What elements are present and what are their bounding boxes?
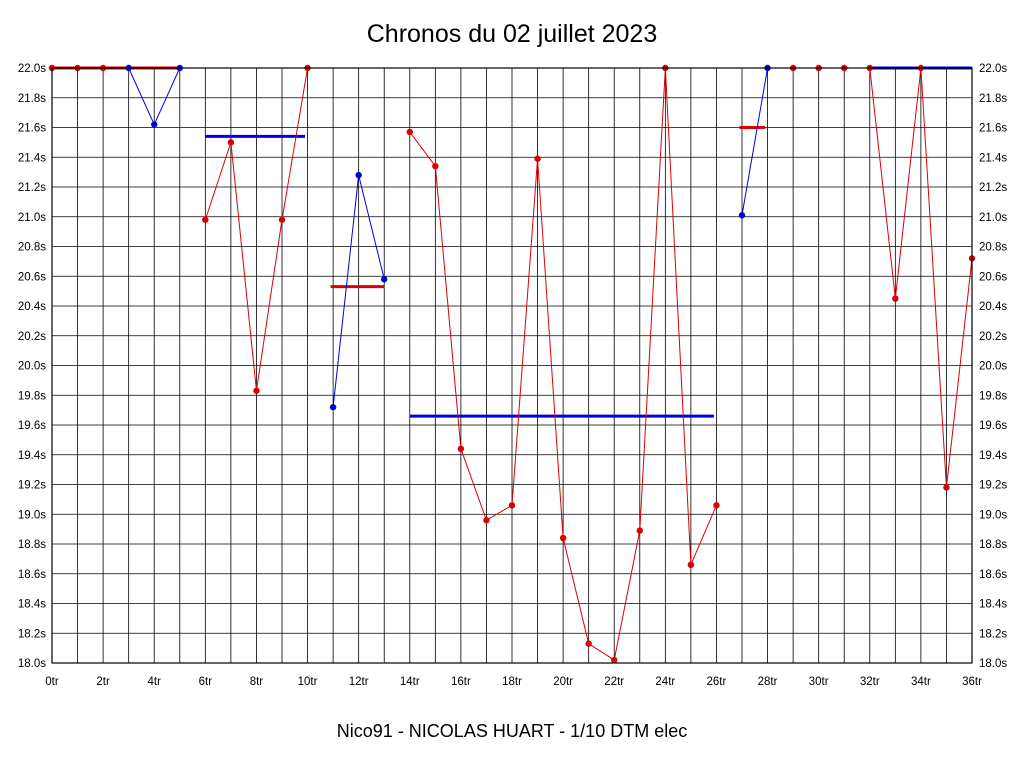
svg-text:19.4s: 19.4s [18, 450, 46, 462]
svg-text:20.4s: 20.4s [18, 301, 46, 313]
svg-text:21.8s: 21.8s [18, 93, 46, 105]
data-point [611, 656, 618, 664]
svg-text:19.4s: 19.4s [979, 450, 1007, 462]
svg-text:8tr: 8tr [250, 676, 264, 688]
svg-text:18.0s: 18.0s [18, 658, 46, 670]
svg-text:2tr: 2tr [96, 676, 110, 688]
svg-text:20.4s: 20.4s [979, 301, 1007, 313]
svg-text:20.2s: 20.2s [18, 331, 46, 343]
svg-text:20tr: 20tr [553, 676, 573, 688]
svg-text:18.4s: 18.4s [979, 599, 1007, 611]
svg-text:19.8s: 19.8s [18, 390, 46, 402]
data-point [738, 212, 746, 219]
svg-text:19.2s: 19.2s [18, 480, 46, 492]
svg-text:22.0s: 22.0s [979, 63, 1007, 75]
svg-text:18.6s: 18.6s [18, 569, 46, 581]
svg-text:36tr: 36tr [962, 676, 982, 688]
svg-text:18.6s: 18.6s [979, 569, 1007, 581]
data-point [943, 484, 950, 491]
data-point [432, 162, 439, 170]
svg-text:0tr: 0tr [45, 676, 59, 688]
data-point [278, 216, 286, 223]
svg-text:18.2s: 18.2s [979, 628, 1007, 640]
data-point [636, 527, 643, 534]
data-point [253, 387, 260, 394]
svg-text:28tr: 28tr [758, 676, 778, 688]
svg-text:18.4s: 18.4s [18, 599, 46, 611]
data-point [585, 640, 592, 647]
data-point [381, 276, 388, 283]
svg-text:21.4s: 21.4s [18, 152, 46, 164]
svg-text:22tr: 22tr [604, 676, 624, 688]
svg-text:19.0s: 19.0s [979, 509, 1007, 521]
data-point [202, 216, 209, 223]
grid-lines [51, 67, 973, 664]
chart-title: Chronos du 02 juillet 2023 [366, 20, 658, 48]
data-point [687, 561, 695, 569]
svg-text:21.6s: 21.6s [979, 123, 1007, 135]
data-point [483, 517, 490, 524]
data-point [355, 171, 362, 179]
svg-text:20.0s: 20.0s [979, 361, 1007, 373]
svg-text:21.8s: 21.8s [979, 93, 1007, 105]
svg-text:21.2s: 21.2s [979, 182, 1007, 194]
data-point [508, 502, 516, 509]
svg-text:6tr: 6tr [199, 676, 213, 688]
svg-text:21.2s: 21.2s [18, 182, 46, 194]
svg-text:18.8s: 18.8s [979, 539, 1007, 551]
svg-text:20.6s: 20.6s [979, 271, 1007, 283]
plot-border [51, 67, 973, 664]
chart-footer: Nico91 - NICOLAS HUART - 1/10 DTM elec [336, 721, 688, 741]
svg-text:20.0s: 20.0s [18, 361, 46, 373]
svg-text:10tr: 10tr [298, 676, 318, 688]
svg-text:22.0s: 22.0s [18, 63, 46, 75]
x-axis-tick-labels: 0tr 2tr 4tr 6tr 8tr 10tr 12tr 14tr 16tr 18tr 20tr 2… [45, 676, 982, 688]
svg-text:19.0s: 19.0s [18, 509, 46, 521]
data-point [713, 502, 720, 509]
svg-text:32tr: 32tr [860, 676, 880, 688]
svg-text:30tr: 30tr [809, 676, 829, 688]
data-point [457, 445, 465, 452]
svg-text:20.2s: 20.2s [979, 331, 1007, 343]
data-point [559, 534, 567, 542]
svg-text:18.8s: 18.8s [18, 539, 46, 551]
svg-text:18.2s: 18.2s [18, 628, 46, 640]
series-run-1-blue [125, 64, 183, 128]
data-point [406, 128, 413, 136]
data-point [151, 121, 158, 128]
data-point [329, 403, 337, 411]
svg-text:26tr: 26tr [707, 676, 727, 688]
svg-text:18.0s: 18.0s [979, 658, 1007, 670]
svg-text:21.0s: 21.0s [979, 212, 1007, 224]
svg-text:20.8s: 20.8s [979, 242, 1007, 254]
svg-text:19.6s: 19.6s [18, 420, 46, 432]
svg-text:12tr: 12tr [349, 676, 369, 688]
svg-text:19.2s: 19.2s [979, 480, 1007, 492]
svg-text:19.6s: 19.6s [979, 420, 1007, 432]
data-point [227, 139, 235, 146]
svg-text:21.0s: 21.0s [18, 212, 46, 224]
svg-text:34tr: 34tr [911, 676, 931, 688]
svg-text:20.6s: 20.6s [18, 271, 46, 283]
svg-text:19.8s: 19.8s [979, 390, 1007, 402]
y-axis-tick-labels: 22.0s 22.0s 21.8s 21.8s 21.6s 21.6s 21.4s 21.4s… [18, 63, 1008, 670]
svg-text:21.6s: 21.6s [18, 123, 46, 135]
series-run-3-blue [329, 171, 388, 411]
series-run-5-blue [738, 64, 771, 219]
svg-text:14tr: 14tr [400, 676, 420, 688]
data-point [534, 155, 541, 162]
svg-text:4tr: 4tr [148, 676, 162, 688]
svg-text:20.8s: 20.8s [18, 242, 46, 254]
svg-text:16tr: 16tr [451, 676, 471, 688]
series-run-6-red [789, 64, 976, 491]
data-point [892, 295, 899, 302]
series-run-2-red [202, 64, 311, 394]
svg-text:18tr: 18tr [502, 676, 522, 688]
svg-text:24tr: 24tr [655, 676, 675, 688]
svg-text:21.4s: 21.4s [979, 152, 1007, 164]
